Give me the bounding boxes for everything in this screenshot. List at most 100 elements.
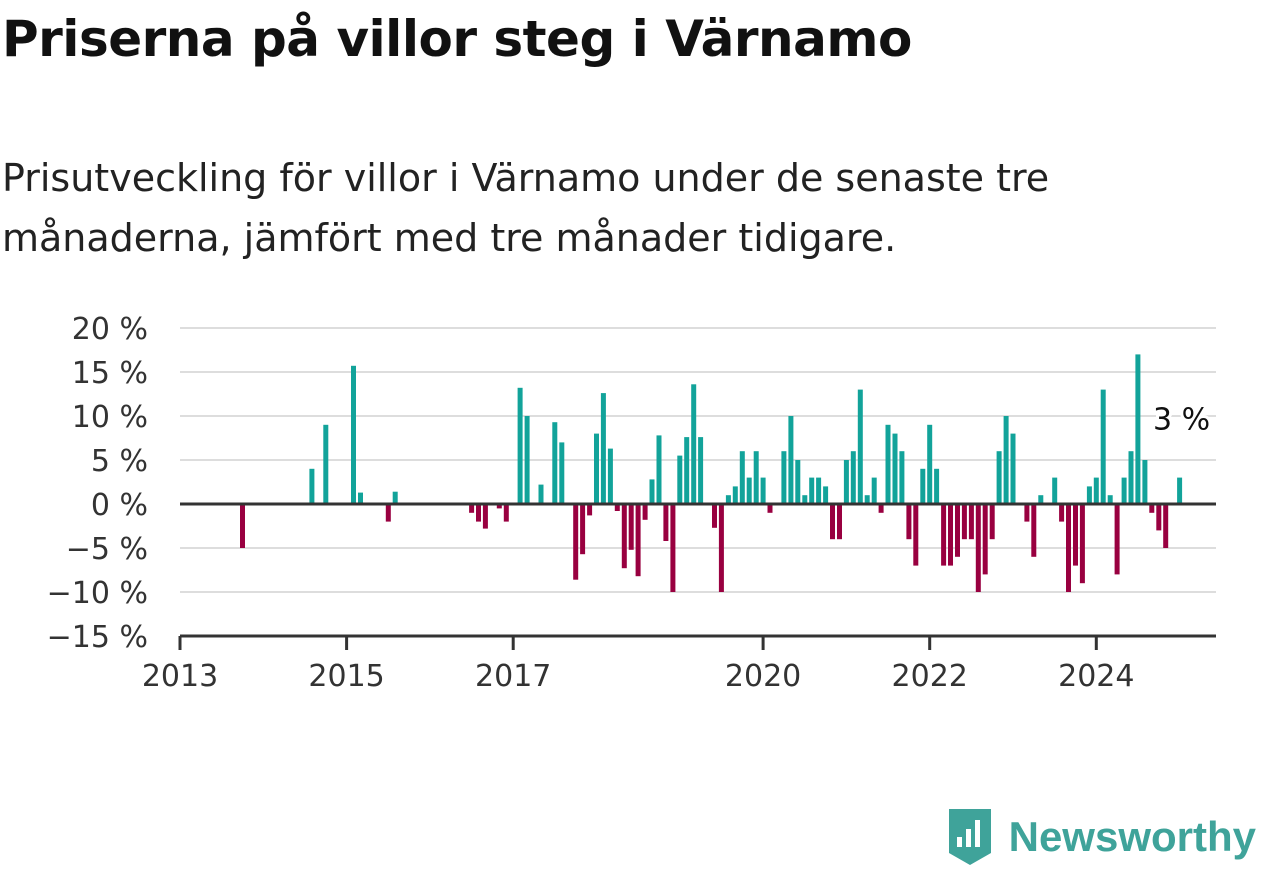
- bar: [1079, 504, 1085, 584]
- bar: [517, 387, 523, 504]
- bar: [941, 504, 947, 566]
- x-axis: 2013 2015 2017 2020 2022 2024: [142, 634, 1216, 694]
- bar: [358, 492, 363, 504]
- bar: [725, 495, 731, 504]
- y-tick-label: 15 %: [72, 356, 148, 391]
- bar: [837, 504, 842, 540]
- bar: [927, 424, 933, 504]
- bar: [961, 504, 967, 540]
- bar: [857, 389, 863, 504]
- bar: [712, 504, 717, 528]
- bar: [323, 424, 329, 504]
- bar: [878, 504, 884, 513]
- bar: [718, 504, 724, 592]
- bar: [1107, 495, 1113, 504]
- bar: [767, 504, 773, 513]
- bar: [1135, 354, 1141, 504]
- bar: [1177, 477, 1183, 504]
- bar: [649, 479, 655, 504]
- bar: [1149, 504, 1155, 513]
- bar: [885, 424, 891, 504]
- bar: [573, 504, 579, 580]
- bar: [1142, 460, 1148, 504]
- bar: [1066, 504, 1071, 592]
- x-tick-label: 2024: [1058, 659, 1134, 694]
- bar: [240, 504, 245, 548]
- bar: [628, 504, 634, 550]
- y-axis-labels: 20 % 15 % 10 % 5 % 0 % −5 % −10 % −15 %: [47, 312, 148, 655]
- bar: [656, 435, 662, 504]
- bar: [580, 504, 586, 555]
- bar: [1073, 504, 1078, 566]
- bar: [1100, 389, 1106, 504]
- y-tick-label: 0 %: [91, 488, 148, 523]
- bar: [1156, 504, 1162, 531]
- x-tick-label: 2015: [308, 659, 384, 694]
- bar: [955, 504, 960, 557]
- bar: [760, 477, 766, 504]
- bar: [795, 460, 801, 504]
- bar: [1024, 504, 1030, 522]
- bar: [1059, 504, 1065, 522]
- bar: [614, 504, 620, 511]
- bar: [788, 416, 794, 504]
- y-tick-label: 10 %: [72, 400, 148, 435]
- bar: [392, 491, 398, 504]
- annotation: 3 %: [1150, 400, 1213, 441]
- bar: [1003, 416, 1009, 504]
- bar: [830, 504, 835, 540]
- bar: [843, 460, 849, 504]
- bar: [753, 451, 759, 504]
- x-tick-label: 2022: [892, 659, 968, 694]
- x-tick-label: 2017: [475, 659, 551, 694]
- bar: [538, 484, 544, 504]
- bar: [351, 365, 356, 504]
- bar: [982, 504, 988, 575]
- annotation-label: 3 %: [1153, 403, 1210, 438]
- bar: [552, 422, 558, 504]
- bar-chart-logo-icon: [948, 809, 991, 865]
- bar: [677, 455, 683, 504]
- bar: [469, 504, 475, 513]
- bar: [600, 393, 606, 504]
- chart-subtitle: Prisutveckling för villor i Värnamo unde…: [2, 156, 1050, 260]
- bar: [732, 486, 738, 504]
- bar: [913, 504, 919, 566]
- bar: [920, 468, 926, 504]
- bar: [989, 504, 995, 540]
- bar: [871, 477, 877, 504]
- bar: [948, 504, 953, 566]
- bar: [670, 504, 676, 592]
- bar: [1114, 504, 1120, 575]
- bar-chart: 20 %15 %10 %5 %0 %−5 %−10 %−15 % 2013 201…: [47, 312, 1216, 694]
- gridlines: [180, 327, 1216, 593]
- bar: [746, 477, 752, 504]
- bar: [1038, 495, 1044, 504]
- bar: [621, 504, 627, 569]
- bar: [996, 451, 1002, 504]
- y-tick-label: 20 %: [72, 312, 148, 347]
- bar: [802, 495, 808, 504]
- bar: [1121, 477, 1127, 504]
- bar: [1086, 486, 1092, 504]
- bar: [906, 504, 912, 540]
- chart-title: Priserna på villor steg i Värnamo: [2, 10, 912, 68]
- bar: [816, 477, 822, 504]
- bar: [1128, 451, 1134, 504]
- bar: [482, 504, 488, 529]
- bar: [864, 495, 870, 504]
- bar: [524, 416, 530, 504]
- bar: [476, 504, 481, 522]
- bar: [975, 504, 981, 592]
- bar: [1010, 433, 1016, 504]
- bar: [503, 504, 509, 522]
- bar: [781, 451, 787, 504]
- bar: [684, 437, 690, 504]
- bar: [607, 448, 613, 504]
- bar: [1163, 504, 1169, 548]
- bar: [968, 504, 974, 540]
- y-tick-label: −15 %: [47, 620, 148, 655]
- y-tick-label: 5 %: [91, 444, 148, 479]
- x-tick-label: 2013: [142, 659, 218, 694]
- bars: [240, 354, 1183, 592]
